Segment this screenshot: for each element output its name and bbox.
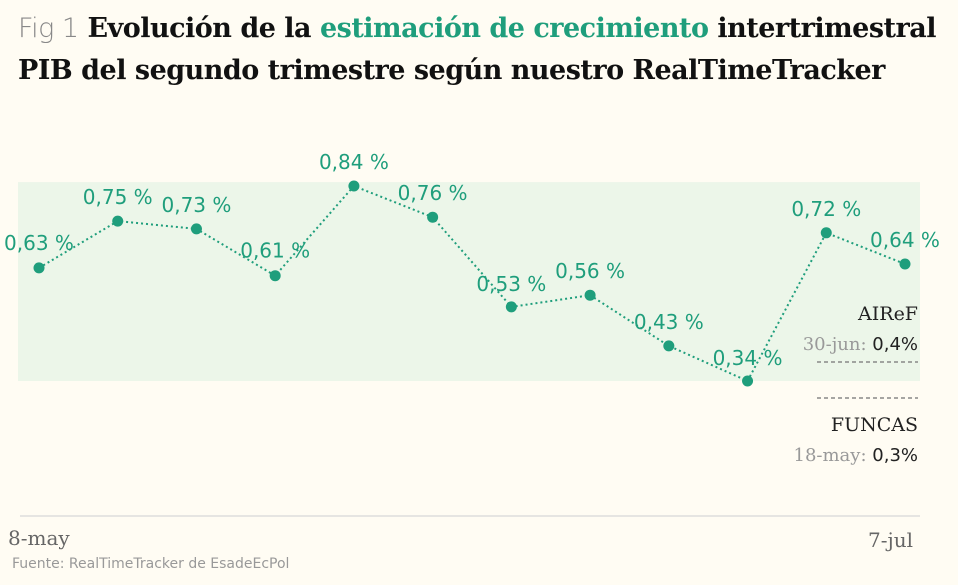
- data-label: 0,34 %: [713, 346, 783, 370]
- title-line2: PIB del segundo trimestre según nuestro …: [18, 55, 885, 86]
- title-highlight: estimación de crecimiento: [319, 13, 709, 44]
- estimate-range-band: [18, 182, 920, 381]
- data-point: [820, 227, 832, 239]
- data-label: 0,84 %: [319, 150, 389, 174]
- data-label: 0,61 %: [240, 239, 310, 263]
- data-label: 0,56 %: [555, 259, 625, 283]
- title-part2: intertrimestral: [717, 13, 937, 44]
- reference-value-funcas: 18-may: 0,3%: [794, 445, 919, 466]
- series-line: [38, 184, 906, 383]
- data-point: [899, 258, 911, 270]
- title-part1: Evolución de la: [87, 13, 312, 44]
- data-label: 0,64 %: [870, 228, 940, 252]
- source-note: Fuente: RealTimeTracker de EsadeEcPol: [12, 556, 290, 572]
- x-tick-label-start: 8-may: [8, 526, 70, 550]
- figure-number: Fig 1: [18, 13, 79, 44]
- reference-name-airef: AIReF: [857, 303, 918, 325]
- data-point: [505, 301, 517, 313]
- data-label: 0,63 %: [4, 231, 74, 255]
- data-point: [584, 289, 596, 301]
- data-label: 0,75 %: [83, 185, 153, 209]
- data-point: [663, 340, 675, 352]
- data-point: [190, 223, 202, 235]
- data-point: [33, 262, 45, 274]
- data-label: 0,72 %: [791, 197, 861, 221]
- data-point: [269, 270, 281, 282]
- data-point: [742, 375, 754, 387]
- data-label: 0,76 %: [398, 181, 468, 205]
- data-label: 0,43 %: [634, 310, 704, 334]
- data-label: 0,73 %: [162, 193, 232, 217]
- data-label: 0,53 %: [476, 272, 546, 296]
- data-point: [348, 180, 360, 192]
- data-point: [112, 215, 124, 227]
- chart-title: Fig 1 Evolución de la estimación de crec…: [18, 8, 937, 92]
- data-point: [427, 211, 439, 223]
- reference-value-airef: 30-jun: 0,4%: [803, 334, 918, 355]
- x-tick-label-end: 7-jul: [868, 528, 913, 552]
- reference-name-funcas: FUNCAS: [831, 414, 918, 436]
